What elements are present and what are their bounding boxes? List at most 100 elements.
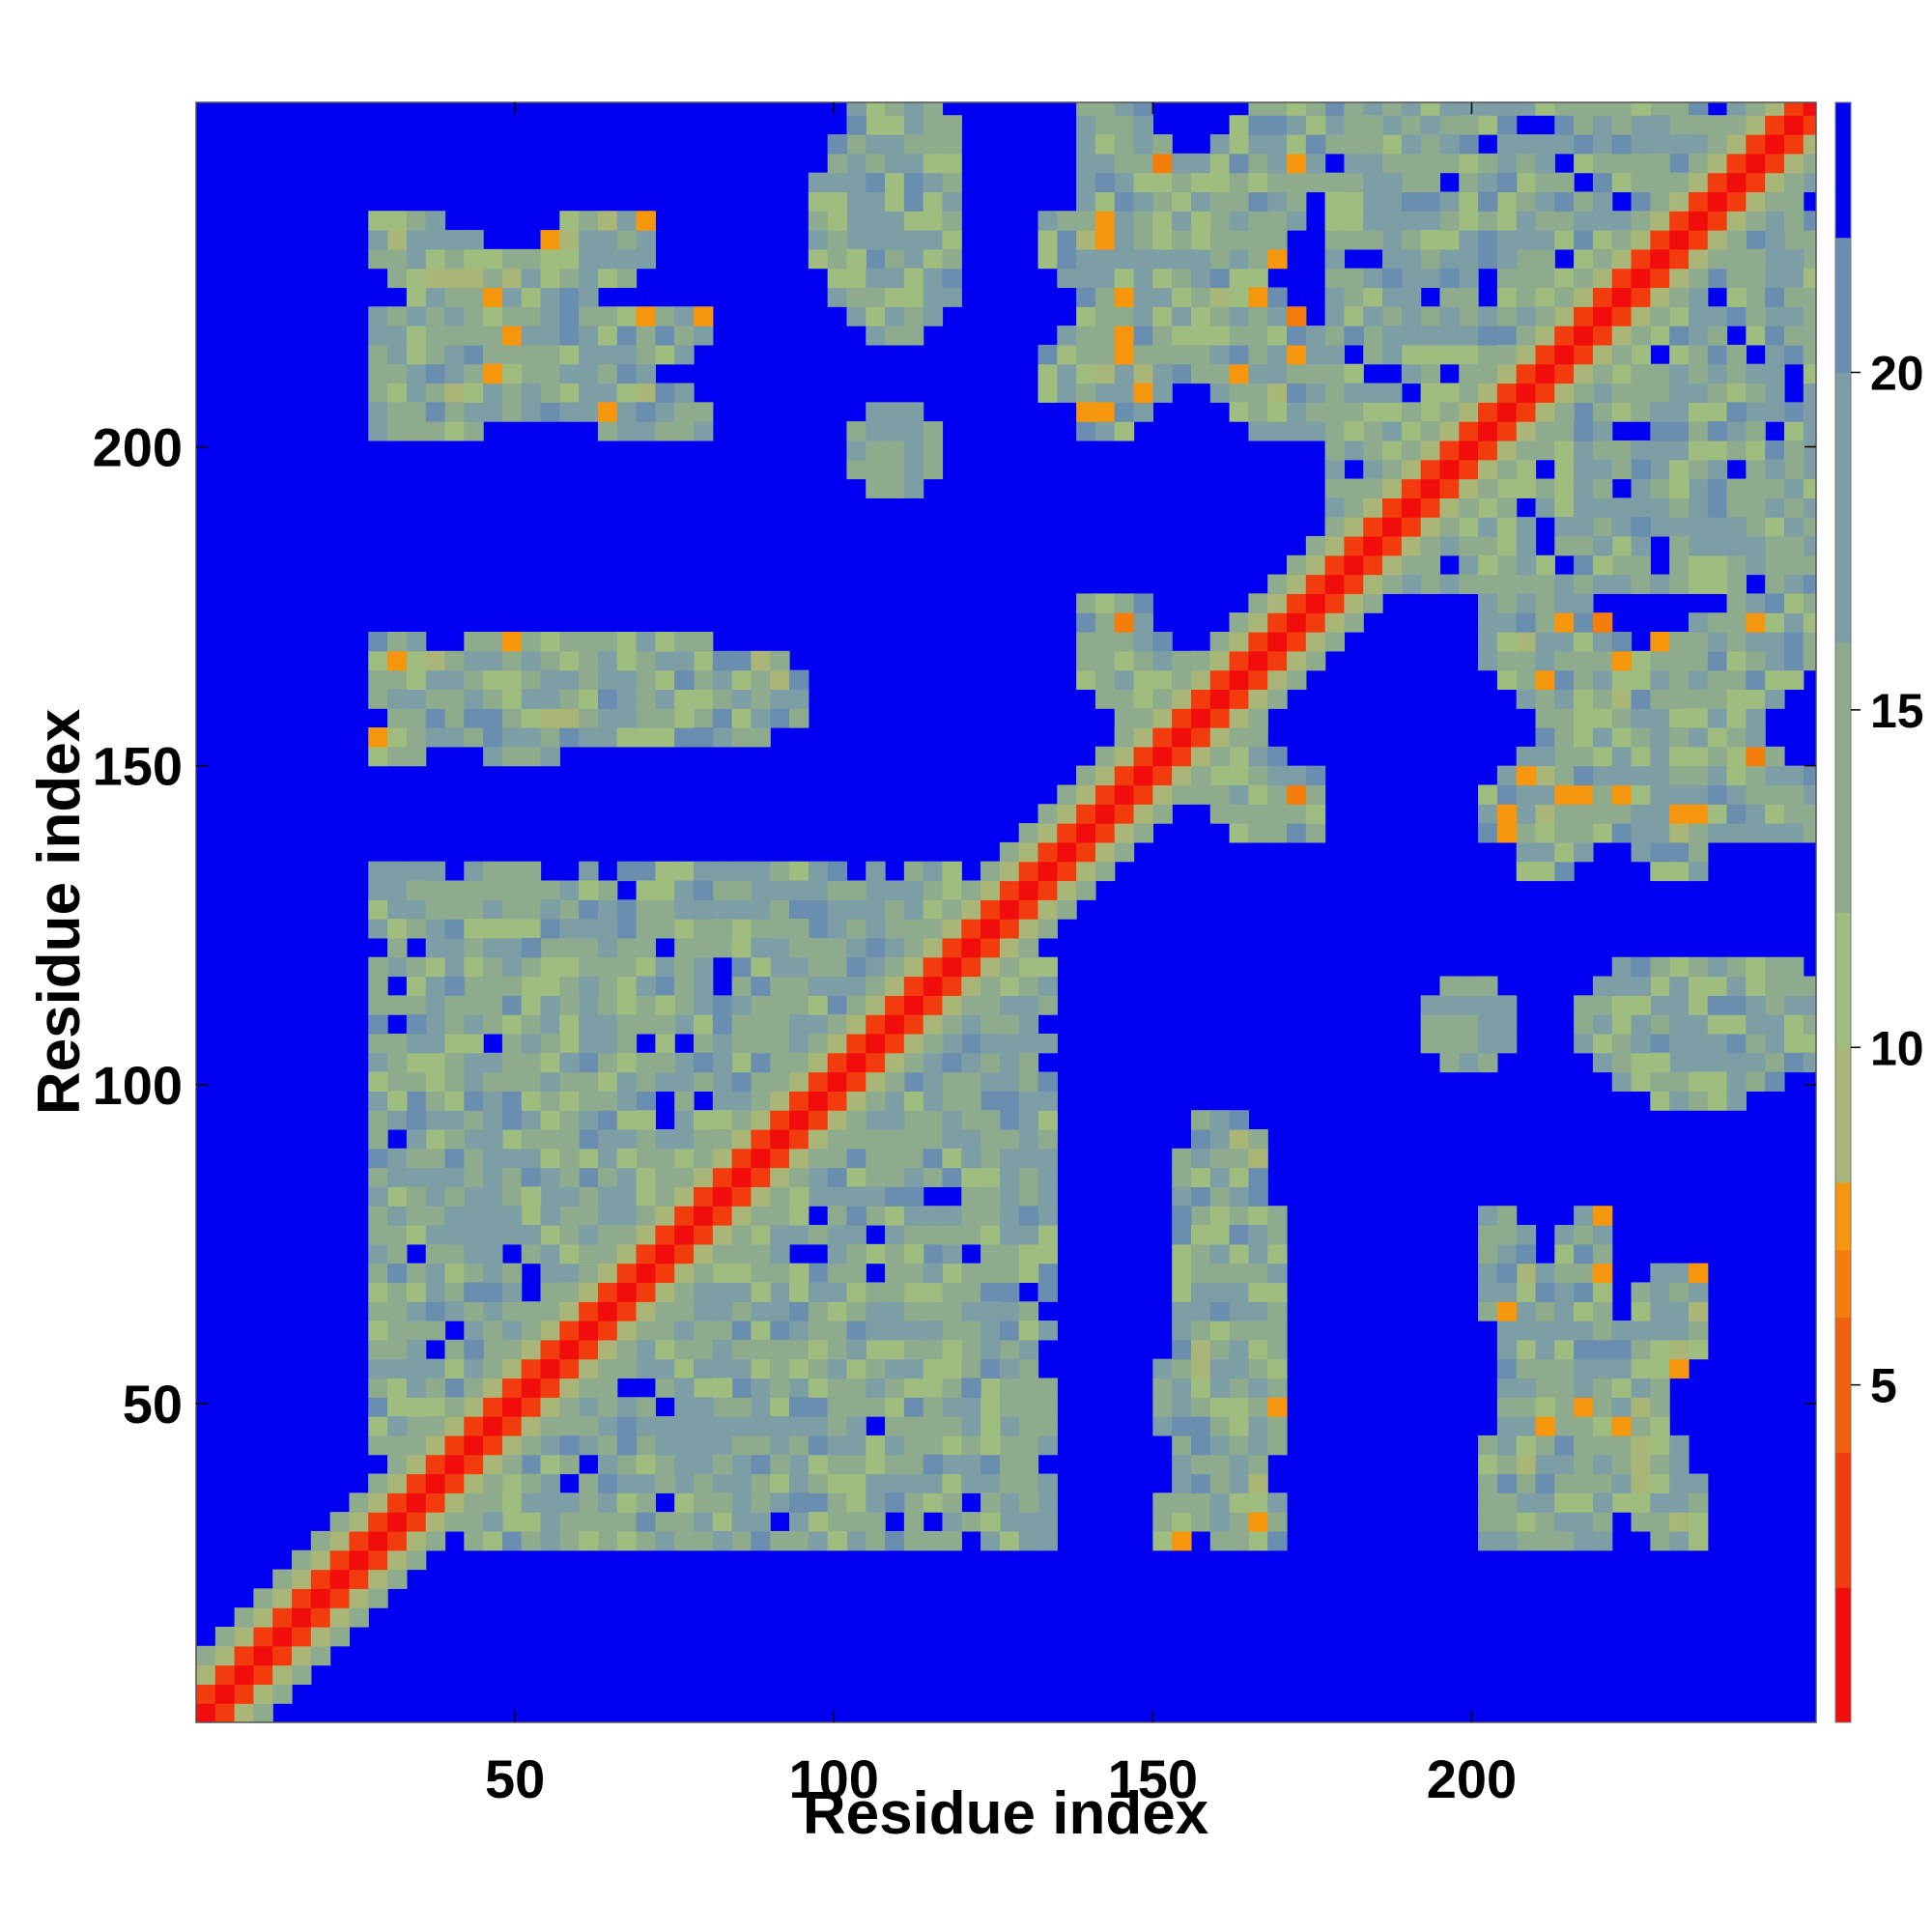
heatmap-cell bbox=[1574, 746, 1594, 767]
heatmap-cell bbox=[980, 995, 1001, 1015]
heatmap-cell bbox=[866, 153, 886, 174]
heatmap-cell bbox=[1190, 306, 1211, 327]
heatmap-cell bbox=[751, 1243, 771, 1264]
heatmap-cell bbox=[1535, 102, 1555, 116]
heatmap-cell bbox=[1516, 632, 1537, 652]
heatmap-cell bbox=[1018, 1435, 1039, 1456]
heatmap-cell bbox=[1707, 1014, 1728, 1035]
heatmap-cell bbox=[1363, 134, 1383, 155]
heatmap-cell bbox=[501, 402, 523, 422]
heatmap-cell bbox=[1592, 1225, 1613, 1245]
heatmap-cell bbox=[1305, 134, 1326, 155]
heatmap-cell bbox=[521, 1033, 542, 1054]
heatmap-cell bbox=[1094, 115, 1116, 135]
heatmap-cell bbox=[1516, 287, 1537, 307]
heatmap-cell bbox=[1574, 306, 1594, 327]
heatmap-cell bbox=[980, 919, 1001, 939]
heatmap-cell bbox=[1229, 191, 1249, 212]
heatmap-cell bbox=[1114, 708, 1135, 728]
heatmap-cell bbox=[789, 1454, 810, 1475]
heatmap-cell bbox=[1516, 459, 1537, 480]
heatmap-cell bbox=[751, 1263, 771, 1284]
x-tick-label: 200 bbox=[1427, 1748, 1517, 1809]
heatmap-cell bbox=[980, 861, 1001, 882]
heatmap-cell bbox=[483, 1167, 503, 1187]
heatmap-cell bbox=[1267, 784, 1288, 805]
heatmap-cell bbox=[1516, 669, 1537, 691]
heatmap-cell bbox=[846, 995, 867, 1015]
heatmap-cell bbox=[903, 976, 924, 996]
heatmap-cell bbox=[425, 326, 446, 346]
heatmap-cell bbox=[1746, 593, 1766, 613]
heatmap-cell bbox=[942, 1033, 962, 1054]
heatmap-cell bbox=[444, 1282, 465, 1302]
heatmap-cell bbox=[1592, 1512, 1613, 1532]
heatmap-cell bbox=[1631, 1052, 1651, 1073]
heatmap-cell bbox=[980, 1110, 1001, 1130]
heatmap-cell bbox=[1535, 268, 1555, 289]
heatmap-cell bbox=[616, 1282, 638, 1302]
heatmap-cell bbox=[406, 1282, 427, 1302]
heatmap-cell bbox=[1650, 746, 1670, 767]
heatmap-cell bbox=[425, 383, 446, 403]
heatmap-cell bbox=[406, 899, 427, 920]
heatmap-cell bbox=[1344, 153, 1364, 174]
heatmap-cell bbox=[1382, 344, 1403, 365]
heatmap-cell bbox=[999, 1397, 1020, 1417]
heatmap-cell bbox=[885, 326, 905, 346]
heatmap-cell bbox=[1172, 1492, 1192, 1513]
heatmap-cell bbox=[406, 268, 427, 289]
heatmap-cell bbox=[597, 1378, 618, 1398]
heatmap-cell bbox=[1688, 535, 1709, 556]
heatmap-cell bbox=[368, 632, 388, 652]
heatmap-cell bbox=[1248, 172, 1268, 193]
heatmap-cell bbox=[406, 708, 427, 728]
heatmap-cell bbox=[1363, 268, 1383, 289]
heatmap-cell bbox=[1746, 650, 1766, 671]
heatmap-cell bbox=[1783, 478, 1804, 498]
heatmap-cell bbox=[540, 1091, 560, 1111]
heatmap-cell bbox=[1344, 554, 1364, 576]
heatmap-cell bbox=[1669, 784, 1690, 805]
heatmap-cell bbox=[329, 1512, 351, 1532]
heatmap-cell bbox=[942, 1492, 962, 1513]
heatmap-cell bbox=[540, 1263, 560, 1284]
heatmap-cell bbox=[789, 1014, 810, 1035]
heatmap-cell bbox=[1172, 1530, 1192, 1551]
heatmap-cell bbox=[1574, 1358, 1594, 1379]
heatmap-cell bbox=[1669, 823, 1690, 843]
heatmap-cell bbox=[1592, 669, 1613, 691]
heatmap-cell bbox=[1190, 211, 1211, 231]
heatmap-cell bbox=[501, 689, 523, 709]
heatmap-cell bbox=[808, 1014, 829, 1035]
heatmap-cell bbox=[559, 727, 580, 748]
heatmap-cell bbox=[808, 899, 829, 920]
heatmap-cell bbox=[827, 1378, 848, 1398]
heatmap-cell bbox=[712, 727, 733, 748]
heatmap-cell bbox=[1305, 383, 1326, 403]
heatmap-cell bbox=[1669, 383, 1690, 403]
heatmap-cell bbox=[501, 1052, 523, 1073]
heatmap-cell bbox=[425, 937, 446, 958]
heatmap-cell bbox=[1574, 248, 1594, 270]
heatmap-cell bbox=[597, 402, 618, 422]
heatmap-cell bbox=[1152, 248, 1173, 270]
heatmap-cell bbox=[1459, 535, 1479, 556]
heatmap-cell bbox=[1324, 211, 1346, 231]
heatmap-cell bbox=[425, 1033, 446, 1054]
heatmap-cell bbox=[1803, 478, 1816, 498]
heatmap-cell bbox=[1229, 1225, 1249, 1245]
heatmap-cell bbox=[693, 708, 714, 728]
heatmap-cell bbox=[253, 1645, 273, 1666]
heatmap-cell bbox=[1574, 841, 1594, 863]
heatmap-cell bbox=[1574, 593, 1594, 613]
heatmap-cell bbox=[1094, 363, 1116, 384]
heatmap-cell bbox=[885, 1397, 905, 1417]
heatmap-cell bbox=[1152, 784, 1173, 805]
heatmap-cell bbox=[1669, 650, 1690, 671]
heatmap-cell bbox=[999, 1358, 1020, 1379]
heatmap-cell bbox=[1746, 632, 1766, 652]
heatmap-cell bbox=[923, 306, 944, 327]
heatmap-cell bbox=[636, 1301, 656, 1321]
heatmap-cell bbox=[1287, 363, 1307, 384]
